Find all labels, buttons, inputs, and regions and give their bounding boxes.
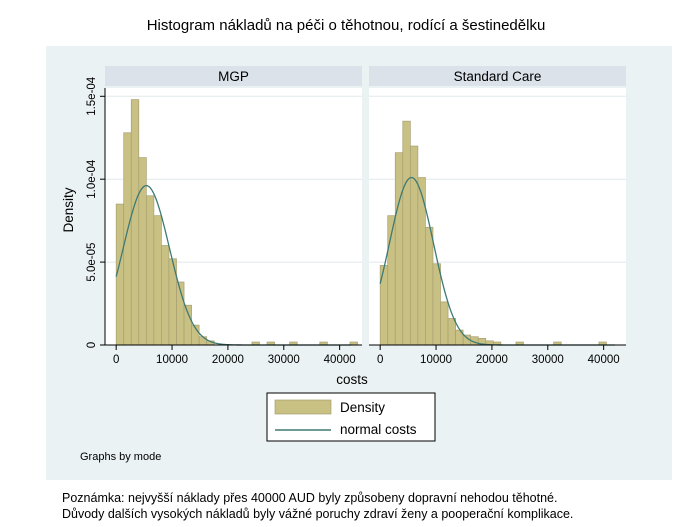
panels: MGP 0 10000 20000 30000 40000 0 5.0e-05 1.0e-04 1…: [86, 66, 626, 366]
x-tick-label: 40000: [324, 354, 356, 366]
chart-area: Histogram nákladů na péči o těhotnou, ro…: [46, 17, 672, 480]
y-axis-label: Density: [61, 187, 76, 232]
histogram-bar: [198, 336, 208, 346]
histogram-bar: [440, 301, 449, 346]
y-tick-label: 5.0e-05: [86, 243, 98, 282]
legend-swatch-density: [274, 399, 332, 415]
histogram-bar: [394, 152, 404, 346]
x-tick-label: 10000: [156, 354, 188, 366]
histogram-bar: [153, 215, 162, 346]
y-tick-label: 1.5e-04: [86, 76, 98, 116]
panel-mgp: MGP 0 10000 20000 30000 40000 0 5.0e-05 1.0e-04 1…: [86, 66, 362, 366]
histogram-bar: [425, 226, 434, 346]
note-line-1: Poznámka: nejvyšší náklady přes 40000 AU…: [62, 491, 558, 505]
x-tick-label: 30000: [268, 354, 300, 366]
legend-label-normal: normal costs: [340, 422, 417, 437]
chart-title: Histogram nákladů na péči o těhotnou, ro…: [147, 17, 546, 34]
histogram-bar: [145, 195, 155, 346]
histogram-bar: [409, 145, 419, 346]
legend-label-density: Density: [340, 400, 385, 415]
x-tick-label: 0: [377, 354, 383, 366]
histogram-bar: [447, 318, 456, 346]
panel-header: [369, 66, 626, 86]
histogram-chart: Histogram nákladů na péči o těhotnou, ro…: [46, 17, 672, 480]
x-tick-label: 40000: [588, 354, 620, 366]
x-tick-label: 20000: [212, 354, 244, 366]
byline: Graphs by mode: [80, 451, 161, 463]
x-tick-label: 30000: [532, 354, 564, 366]
legend: Density normal costs: [266, 392, 436, 442]
x-axis-label: costs: [336, 372, 368, 387]
panel-standard-care: Standard Care 0 10000 20000 30000 40000: [369, 66, 626, 366]
histogram-bar: [432, 263, 441, 346]
histogram-bar: [402, 120, 411, 346]
panel-title: MGP: [218, 69, 249, 84]
y-tick-label: 1.0e-04: [86, 159, 98, 199]
histogram-bar: [130, 99, 140, 346]
panel-title: Standard Care: [454, 69, 542, 84]
note-line-2: Důvody dalších vysokých nákladů byly váž…: [62, 507, 574, 521]
histogram-bar: [161, 245, 170, 346]
y-tick-label: 0: [86, 342, 98, 348]
x-tick-label: 10000: [420, 354, 452, 366]
x-tick-label: 20000: [476, 354, 508, 366]
panel-header: [105, 66, 362, 86]
x-tick-label: 0: [113, 354, 119, 366]
